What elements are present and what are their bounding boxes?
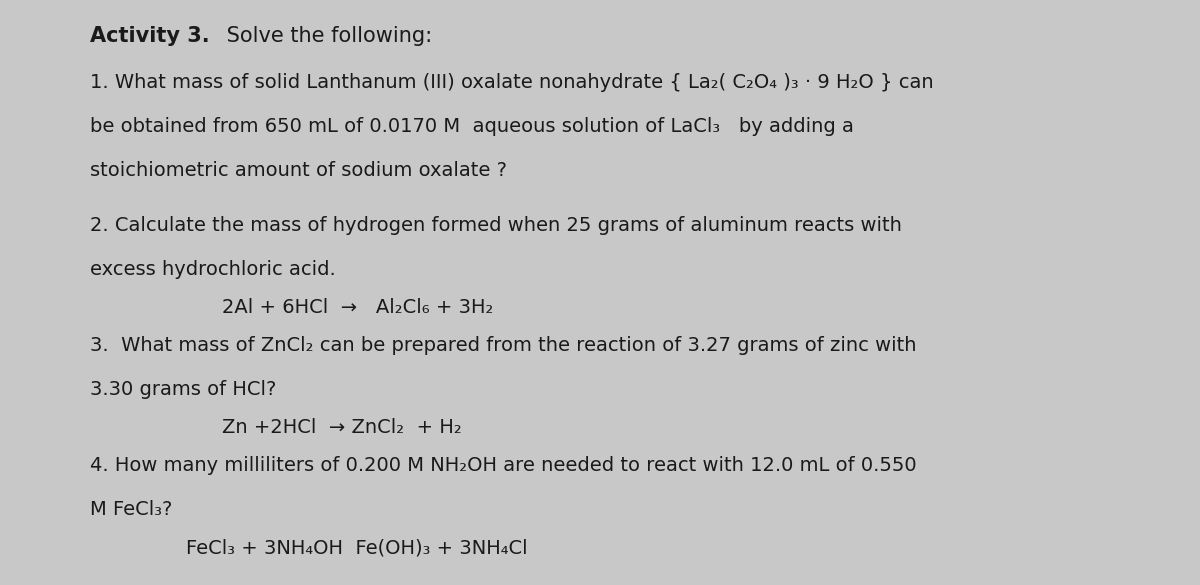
Text: M FeCl₃?: M FeCl₃? bbox=[90, 500, 173, 519]
Text: 2. Calculate the mass of hydrogen formed when 25 grams of aluminum reacts with: 2. Calculate the mass of hydrogen formed… bbox=[90, 216, 902, 235]
Text: 3.  What mass of ZnCl₂ can be prepared from the reaction of 3.27 grams of zinc w: 3. What mass of ZnCl₂ can be prepared fr… bbox=[90, 336, 917, 355]
Text: 1. What mass of solid Lanthanum (III) oxalate nonahydrate { La₂( C₂O₄ )₃ · 9 H₂O: 1. What mass of solid Lanthanum (III) ox… bbox=[90, 73, 934, 92]
Text: 2Al + 6HCl  →   Al₂Cl₆ + 3H₂: 2Al + 6HCl → Al₂Cl₆ + 3H₂ bbox=[222, 298, 493, 317]
Text: Solve the following:: Solve the following: bbox=[220, 26, 432, 46]
Text: be obtained from 650 mL of 0.0170 M  aqueous solution of LaCl₃   by adding a: be obtained from 650 mL of 0.0170 M aque… bbox=[90, 117, 854, 136]
Text: excess hydrochloric acid.: excess hydrochloric acid. bbox=[90, 260, 336, 279]
Text: 3.30 grams of HCl?: 3.30 grams of HCl? bbox=[90, 380, 276, 399]
Text: Zn +2HCl  → ZnCl₂  + H₂: Zn +2HCl → ZnCl₂ + H₂ bbox=[222, 418, 462, 437]
Text: FeCl₃ + 3NH₄OH  Fe(OH)₃ + 3NH₄Cl: FeCl₃ + 3NH₄OH Fe(OH)₃ + 3NH₄Cl bbox=[186, 538, 528, 557]
Text: Activity 3.: Activity 3. bbox=[90, 26, 210, 46]
Text: 4. How many milliliters of 0.200 M NH₂OH are needed to react with 12.0 mL of 0.5: 4. How many milliliters of 0.200 M NH₂OH… bbox=[90, 456, 917, 475]
Text: stoichiometric amount of sodium oxalate ?: stoichiometric amount of sodium oxalate … bbox=[90, 161, 508, 180]
